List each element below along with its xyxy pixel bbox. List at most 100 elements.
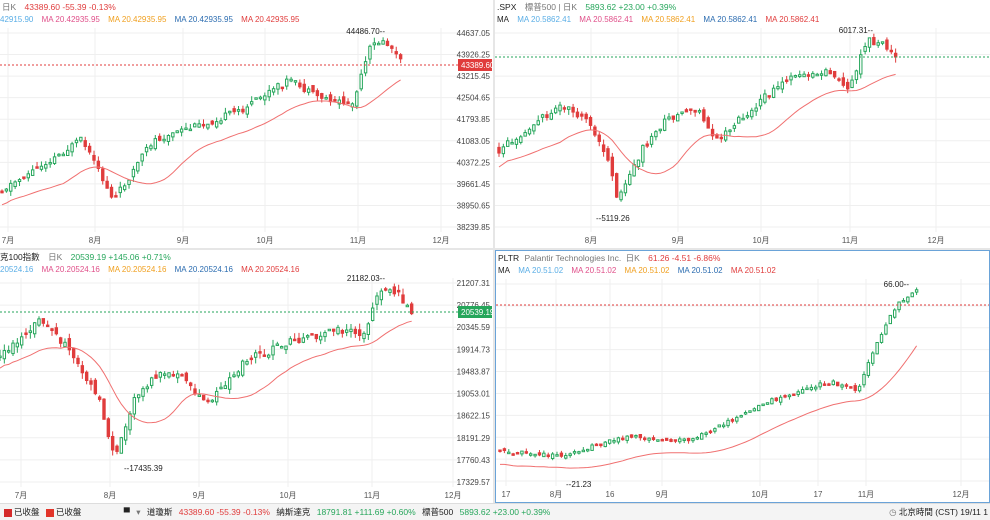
candle-body xyxy=(854,70,859,81)
candle-body xyxy=(798,74,802,78)
symbol-name: PLTR xyxy=(498,253,520,263)
y-tick-label: 20776.45 xyxy=(457,301,491,310)
moving-average-line xyxy=(500,345,918,469)
candle-body xyxy=(850,79,854,89)
candle-body xyxy=(302,83,306,93)
candle-body xyxy=(267,89,271,98)
flag-cn-icon xyxy=(45,508,54,517)
chart-panel-ndx[interactable]: 7月 8月 9月 10月 11月 12月 21207.31 20776.45 20345.59 1… xyxy=(0,250,493,503)
x-tick-label: 11月 xyxy=(364,491,380,500)
candle-body xyxy=(375,295,379,305)
index-name[interactable]: 道瓊斯 xyxy=(146,507,173,517)
candle-body xyxy=(519,136,523,143)
x-tick-label: 12月 xyxy=(928,236,945,245)
candle-body xyxy=(9,182,13,192)
candle-body xyxy=(145,386,150,390)
candle-body xyxy=(4,188,9,192)
timeframe-selector[interactable]: 標普500 | 日K xyxy=(524,2,578,12)
candle-body xyxy=(131,168,136,178)
horizontal-divider xyxy=(0,248,990,250)
candle-body xyxy=(628,173,632,185)
candle-body xyxy=(236,371,241,377)
candle-body xyxy=(593,126,597,136)
ma-legend: 20524.16 MA 20.20524.16 MA 20.20524.16 M… xyxy=(0,264,493,276)
candle-body xyxy=(669,439,673,442)
candle-body xyxy=(70,143,74,153)
symbol-name: .SPX xyxy=(497,2,517,12)
candle-body xyxy=(24,332,28,335)
candle-body xyxy=(118,186,122,194)
candle-body xyxy=(214,121,219,128)
ma-value: MA 20.5862.41 xyxy=(579,15,634,24)
candle-body xyxy=(2,350,7,360)
candle-body xyxy=(398,54,403,60)
ma-value: 20524.16 xyxy=(0,265,34,274)
candle-body xyxy=(577,451,581,454)
y-tick-label: 41083.05 xyxy=(457,137,491,146)
candle-body xyxy=(110,436,115,451)
y-tick-label: 43215.45 xyxy=(457,72,491,81)
timeframe-selector[interactable]: 日K xyxy=(625,253,640,263)
candle-body xyxy=(74,139,79,144)
ma-value: MA 20.51.02 xyxy=(624,266,670,275)
candle-body xyxy=(292,338,297,342)
candle-body xyxy=(784,79,789,82)
candle-body xyxy=(179,128,184,133)
candle-body xyxy=(528,453,533,456)
candle-body xyxy=(581,449,586,453)
candle-body xyxy=(691,438,695,442)
candle-body xyxy=(827,383,831,386)
ma-value: MA 20.5862.41 xyxy=(703,15,758,24)
candle-body xyxy=(550,453,555,459)
candle-body xyxy=(862,373,866,386)
candle-body xyxy=(750,109,754,118)
candle-body xyxy=(728,129,732,133)
ma-label[interactable]: MA xyxy=(497,15,509,24)
candle-body xyxy=(379,290,384,301)
candle-body xyxy=(310,333,314,336)
quote-text: 61.26 -4.51 -6.86% xyxy=(648,253,721,263)
y-tick-label: 38950.65 xyxy=(457,201,491,210)
chart-panel-spx[interactable]: 8月 9月 10月 11月 12月 6017.31-- --5119.26 .SPX 標普5… xyxy=(495,0,990,248)
candle-body xyxy=(66,149,70,157)
candle-body xyxy=(805,387,809,391)
y-tick-label: 44637.05 xyxy=(457,29,491,38)
index-name[interactable]: 標普500 xyxy=(422,507,454,517)
candle-body xyxy=(686,437,691,442)
candle-body xyxy=(844,384,849,387)
candle-body xyxy=(366,323,371,336)
candlestick-chart-pltr[interactable]: 17 8月 16 9月 10月 17 11月 12月 66.00-- --21.23 xyxy=(496,251,989,502)
candle-body xyxy=(48,161,52,165)
candle-body xyxy=(700,433,704,440)
candle-body xyxy=(245,360,249,365)
candle-body xyxy=(815,73,819,77)
candle-body xyxy=(324,97,328,100)
candle-body xyxy=(845,81,850,90)
candle-body xyxy=(210,399,215,403)
chevron-down-icon[interactable]: ▾ xyxy=(136,507,141,517)
timeframe-selector[interactable]: 日K xyxy=(2,2,17,12)
candle-body xyxy=(800,389,805,394)
chart-panel-dji[interactable]: 7月 8月 9月 10月 11月 12月 44637.05 43926.25 43215.45 4… xyxy=(0,0,493,248)
candle-body xyxy=(776,86,780,90)
timeframe-selector[interactable]: 日K xyxy=(48,252,63,262)
candlestick-chart-ndx[interactable]: 7月 8月 9月 10月 11月 12月 21207.31 20776.45 20345.59 1… xyxy=(0,250,493,503)
candle-body xyxy=(254,97,258,100)
index-quote: 18791.81 +111.69 +0.60% xyxy=(316,507,416,517)
candlestick-chart-dji[interactable]: 7月 8月 9月 10月 11月 12月 44637.05 43926.25 43215.45 4… xyxy=(0,0,493,248)
index-name[interactable]: 納斯達克 xyxy=(276,507,311,517)
low-price-label: --17435.39 xyxy=(124,464,163,473)
candle-body xyxy=(271,88,276,93)
candle-body xyxy=(906,296,910,303)
chart-panel-pltr[interactable]: 17 8月 16 9月 10月 17 11月 12月 66.00-- --21.23 PLTR P… xyxy=(495,250,990,503)
candle-body xyxy=(871,352,875,364)
ma-label[interactable]: MA xyxy=(498,266,510,275)
candle-body xyxy=(514,138,519,145)
candle-body xyxy=(875,342,879,355)
candle-body xyxy=(667,116,671,120)
candle-body xyxy=(741,117,745,121)
candle-body xyxy=(315,90,320,97)
candlestick-chart-spx[interactable]: 8月 9月 10月 11月 12月 6017.31-- --5119.26 xyxy=(495,0,990,248)
y-tick-label: 17329.57 xyxy=(457,478,491,487)
candle-body xyxy=(184,127,188,131)
